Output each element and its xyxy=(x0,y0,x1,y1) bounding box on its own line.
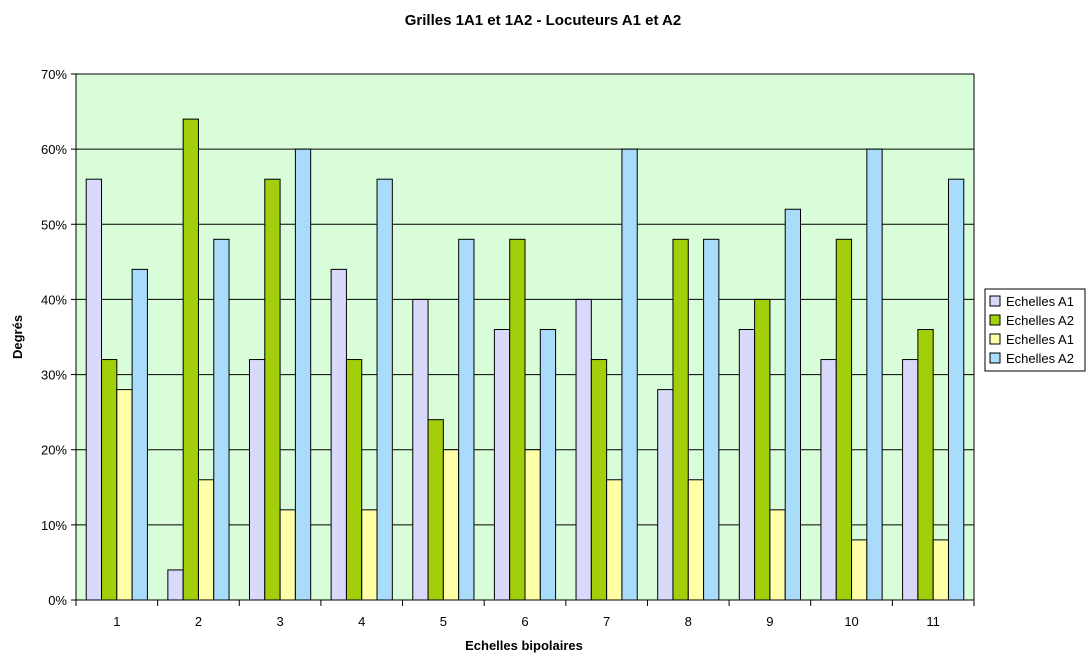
bar xyxy=(575,298,592,601)
legend-swatch xyxy=(989,314,1001,326)
axes xyxy=(71,73,975,606)
y-tick-label: 0% xyxy=(48,593,67,608)
x-tick-label: 3 xyxy=(276,614,283,629)
x-axis-label: Echelles bipolaires xyxy=(465,638,583,653)
bar xyxy=(738,328,756,601)
y-tick-label: 60% xyxy=(41,142,67,157)
bar xyxy=(279,509,296,601)
bar xyxy=(412,298,429,601)
bar xyxy=(101,359,118,601)
bar xyxy=(947,178,965,601)
bar xyxy=(539,328,557,601)
y-tick-label: 30% xyxy=(41,368,67,383)
bar xyxy=(248,359,266,601)
legend-swatch xyxy=(989,295,1001,307)
bar xyxy=(116,389,133,601)
legend-swatch xyxy=(989,352,1001,364)
legend-swatch xyxy=(989,333,1001,345)
bar xyxy=(769,509,786,601)
y-axis-label: Degrés xyxy=(10,315,25,359)
legend-label: Echelles A2 xyxy=(1006,313,1074,328)
bar xyxy=(932,539,949,601)
bar xyxy=(213,238,230,601)
bar xyxy=(458,238,475,601)
bar xyxy=(524,449,541,601)
bar xyxy=(131,268,148,601)
y-tick-label: 20% xyxy=(41,443,67,458)
bar xyxy=(182,118,199,601)
bar xyxy=(754,298,771,601)
bar xyxy=(361,509,378,601)
y-tick-labels: 0% 10% 20% 30% 40% 50% 60% 70% xyxy=(41,67,67,608)
x-tick-label: 6 xyxy=(521,614,528,629)
bars xyxy=(85,118,965,601)
bar xyxy=(85,178,103,601)
y-tick-label: 40% xyxy=(41,292,67,307)
bar xyxy=(902,359,919,601)
bar xyxy=(672,238,689,601)
bar xyxy=(657,389,674,601)
bar xyxy=(493,328,511,601)
x-tick-label: 2 xyxy=(195,614,202,629)
x-tick-label: 11 xyxy=(926,614,940,629)
bar xyxy=(167,569,184,601)
chart-title: Grilles 1A1 et 1A2 - Locuteurs A1 et A2 xyxy=(405,12,681,29)
bar xyxy=(687,479,705,601)
x-tick-label: 4 xyxy=(358,614,365,629)
x-tick-label: 9 xyxy=(766,614,773,629)
legend: Echelles A1 Echelles A2 Echelles A1 Echelle… xyxy=(984,288,1086,372)
bar xyxy=(820,359,837,601)
bar xyxy=(197,479,215,601)
y-tick-label: 50% xyxy=(41,217,67,232)
bar xyxy=(509,238,526,601)
bar xyxy=(345,359,363,601)
bar xyxy=(917,328,934,601)
bar xyxy=(442,449,460,601)
bar xyxy=(427,419,444,601)
bar xyxy=(264,178,281,601)
y-tick-label: 70% xyxy=(41,67,67,82)
bar xyxy=(606,479,623,601)
legend-box xyxy=(984,288,1086,372)
x-tick-labels: 1 2 3 4 5 6 7 8 9 10 11 xyxy=(113,614,940,629)
bar xyxy=(703,238,720,601)
bar xyxy=(851,539,868,601)
x-tick-label: 7 xyxy=(603,614,610,629)
bar xyxy=(376,178,393,601)
legend-label: Echelles A1 xyxy=(1006,332,1074,347)
legend-label: Echelles A1 xyxy=(1006,294,1074,309)
bar xyxy=(590,359,608,601)
legend-label: Echelles A2 xyxy=(1006,351,1074,366)
bar xyxy=(621,148,638,601)
bar xyxy=(330,268,347,601)
bar xyxy=(866,148,883,601)
x-tick-label: 1 xyxy=(113,614,120,629)
bar xyxy=(784,208,802,601)
x-tick-label: 8 xyxy=(685,614,692,629)
bar xyxy=(835,238,853,601)
x-tick-label: 5 xyxy=(440,614,447,629)
x-tick-label: 10 xyxy=(844,614,858,629)
y-tick-label: 10% xyxy=(41,518,67,533)
bar xyxy=(294,148,312,601)
